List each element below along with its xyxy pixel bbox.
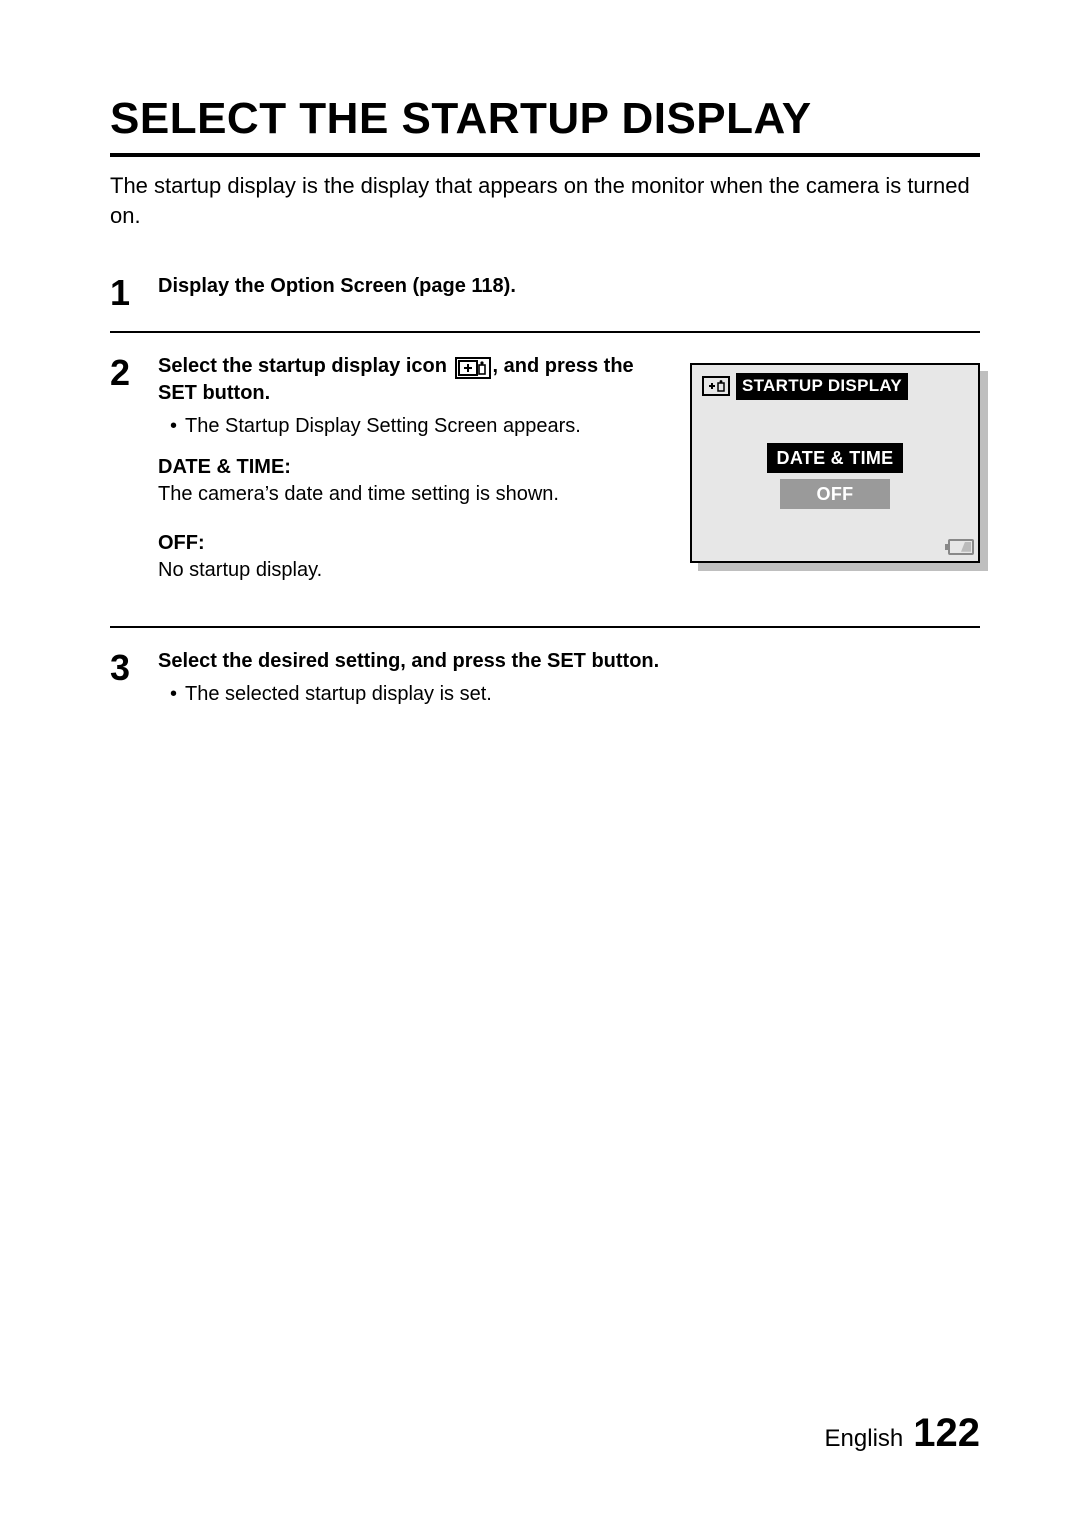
step-3: 3 Select the desired setting, and press … [110,648,980,708]
intro-paragraph: The startup display is the display that … [110,171,980,230]
manual-page: SELECT THE STARTUP DISPLAY The startup d… [0,0,1080,1526]
page-footer: English 122 [825,1411,980,1456]
step-number: 3 [110,648,140,708]
step-divider [110,331,980,333]
bullet-text: The Startup Display Setting Screen appea… [185,413,581,440]
startup-display-icon [455,357,491,379]
step-1: 1 Display the Option Screen (page 118). [110,273,980,311]
step-2: 2 Select the startup display icon , and … [110,353,980,584]
step-bullet: • The Startup Display Setting Screen app… [170,413,666,440]
step-bullet: • The selected startup display is set. [170,681,980,708]
bullet-text: The selected startup display is set. [185,681,492,708]
step-number: 2 [110,353,140,584]
step-divider [110,626,980,628]
step-heading-pre: Select the startup display icon [158,355,453,377]
title-rule [110,153,980,157]
step-heading: Display the Option Screen (page 118). [158,273,980,300]
step-heading: Select the desired setting, and press th… [158,648,980,675]
screen-option-off: OFF [780,479,890,509]
screen-option-selected: DATE & TIME [767,443,904,473]
screen-title: STARTUP DISPLAY [736,373,908,400]
date-time-label: DATE & TIME: [158,454,666,481]
bullet-marker: • [170,681,177,708]
camera-screen: STARTUP DISPLAY DATE & TIME OFF [690,363,980,563]
bullet-marker: • [170,413,177,440]
battery-icon [948,539,974,555]
off-label: OFF: [158,530,666,557]
step-heading: Select the startup display icon , and pr… [158,353,666,407]
off-description: No startup display. [158,557,666,584]
startup-display-icon [702,376,730,396]
page-title: SELECT THE STARTUP DISPLAY [110,95,980,143]
date-time-description: The camera’s date and time setting is sh… [158,481,666,508]
step-number: 1 [110,273,140,311]
camera-screen-illustration: STARTUP DISPLAY DATE & TIME OFF [690,363,980,563]
footer-language: English [825,1425,904,1453]
footer-page-number: 122 [913,1411,980,1456]
